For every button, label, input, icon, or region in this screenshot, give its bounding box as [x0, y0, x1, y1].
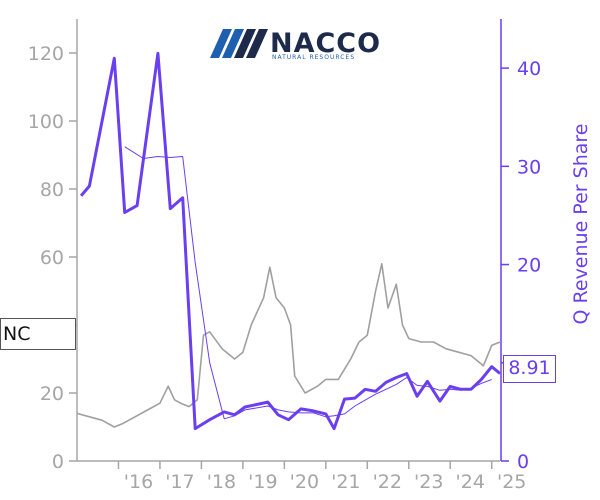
x-tick-label: '21	[331, 471, 360, 493]
x-tick-label: '19	[248, 471, 277, 493]
left-tick-label: 120	[28, 43, 64, 65]
latest-value-label: 8.91	[503, 355, 556, 383]
x-tick-label: '22	[373, 471, 402, 493]
right-tick-label: 40	[517, 58, 541, 80]
x-tick-label: '17	[165, 471, 194, 493]
left-tick-label: 0	[52, 451, 64, 473]
ticker-label: NC	[0, 318, 76, 350]
right-axis-ticks: 010203040	[501, 58, 541, 473]
logo-mark-icon	[210, 29, 268, 58]
left-tick-label: 80	[40, 179, 64, 201]
left-tick-label: 60	[40, 247, 64, 269]
price-series-line	[76, 263, 501, 428]
left-axis-ticks: 020406080100120	[28, 43, 77, 473]
right-tick-label: 20	[517, 255, 541, 277]
left-tick-label: 100	[28, 111, 64, 133]
revenue-series-line	[79, 51, 501, 431]
x-axis-ticks: '16 '17 '18 '19 '20 '21 '22 '23 '24 '25	[117, 461, 526, 493]
x-tick-label: '25	[497, 471, 526, 493]
left-tick-label: 20	[40, 383, 64, 405]
x-tick-label: '16	[124, 471, 153, 493]
right-axis-label: Q Revenue Per Share	[570, 124, 592, 325]
x-tick-label: '18	[207, 471, 236, 493]
right-tick-label: 30	[517, 156, 541, 178]
x-tick-label: '24	[456, 471, 485, 493]
right-tick-label: 0	[517, 451, 529, 473]
x-tick-label: '20	[290, 471, 319, 493]
series-layer	[76, 51, 501, 431]
logo-wordmark: NACCO	[270, 28, 381, 59]
logo-tagline: NATURAL RESOURCES	[272, 54, 355, 61]
x-tick-label: '23	[414, 471, 443, 493]
nacco-logo: NACCO NATURAL RESOURCES	[210, 28, 381, 61]
revenue-trend-line	[124, 146, 492, 420]
